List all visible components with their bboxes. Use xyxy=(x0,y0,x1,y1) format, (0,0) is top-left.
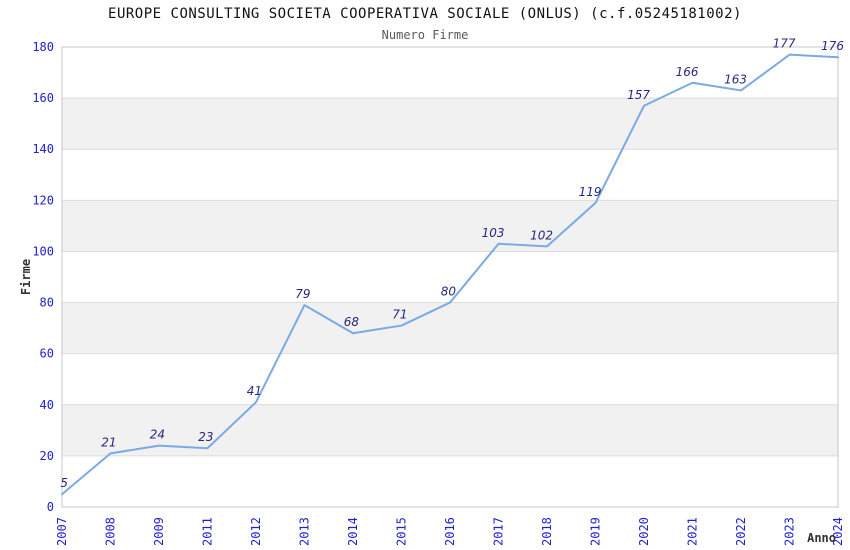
y-tick-label-60: 60 xyxy=(40,347,54,361)
chart-subtitle: Numero Firme xyxy=(381,28,469,42)
data-label-2008: 21 xyxy=(101,435,116,449)
y-axis-label: Firme xyxy=(19,259,33,295)
y-tick-label-0: 0 xyxy=(47,500,54,514)
x-tick-label-2014: 2014 xyxy=(346,517,360,546)
data-label-2012: 41 xyxy=(247,384,262,398)
data-label-2014: 68 xyxy=(344,315,360,329)
x-tick-label-2020: 2020 xyxy=(637,517,651,546)
data-label-2009: 24 xyxy=(150,428,165,442)
x-tick-label-2008: 2008 xyxy=(104,517,118,546)
y-tick-label-80: 80 xyxy=(40,296,54,310)
data-label-2016: 80 xyxy=(441,285,457,299)
plot-band xyxy=(62,200,838,252)
x-tick-label-2019: 2019 xyxy=(589,517,603,546)
data-label-2013: 79 xyxy=(295,287,310,301)
data-label-2015: 71 xyxy=(392,308,407,322)
chart-title: EUROPE CONSULTING SOCIETA COOPERATIVA SO… xyxy=(108,6,742,22)
x-tick-label-2007: 2007 xyxy=(55,517,69,546)
plot-band xyxy=(62,98,838,150)
data-line xyxy=(61,53,839,496)
data-label-2021: 166 xyxy=(676,65,699,79)
data-label-2011: 23 xyxy=(198,430,213,444)
x-tick-label-2021: 2021 xyxy=(686,517,700,546)
data-label-2024: 176 xyxy=(821,39,844,53)
y-tick-label-140: 140 xyxy=(32,142,54,156)
x-tick-label-2022: 2022 xyxy=(734,517,748,546)
plot-band xyxy=(62,302,838,354)
x-tick-label-2016: 2016 xyxy=(443,517,457,546)
x-tick-label-2013: 2013 xyxy=(298,517,312,546)
plot-border xyxy=(61,46,839,508)
data-label-2018: 102 xyxy=(530,228,553,242)
data-label-2022: 163 xyxy=(724,72,747,86)
x-tick-label-2024: 2024 xyxy=(831,517,845,546)
data-label-2023: 177 xyxy=(773,37,796,51)
data-label-2019: 119 xyxy=(579,185,602,199)
y-tick-label-180: 180 xyxy=(32,40,54,54)
y-tick-label-100: 100 xyxy=(32,244,54,258)
data-label-2020: 157 xyxy=(627,88,650,102)
data-label-2017: 103 xyxy=(482,226,505,240)
x-tick-label-2018: 2018 xyxy=(540,517,554,546)
x-tick-label-2017: 2017 xyxy=(492,517,506,546)
data-label-2007: 5 xyxy=(60,476,68,490)
y-tick-label-120: 120 xyxy=(32,193,54,207)
y-tick-label-40: 40 xyxy=(40,398,54,412)
x-tick-label-2011: 2011 xyxy=(201,517,215,546)
x-axis-label: Anno xyxy=(807,531,836,545)
plot-band xyxy=(62,404,838,456)
x-tick-label-2012: 2012 xyxy=(249,517,263,546)
x-tick-label-2009: 2009 xyxy=(152,517,166,546)
x-tick-label-2015: 2015 xyxy=(395,517,409,546)
y-tick-label-160: 160 xyxy=(32,91,54,105)
x-tick-label-2023: 2023 xyxy=(783,517,797,546)
y-tick-label-20: 20 xyxy=(40,449,54,463)
